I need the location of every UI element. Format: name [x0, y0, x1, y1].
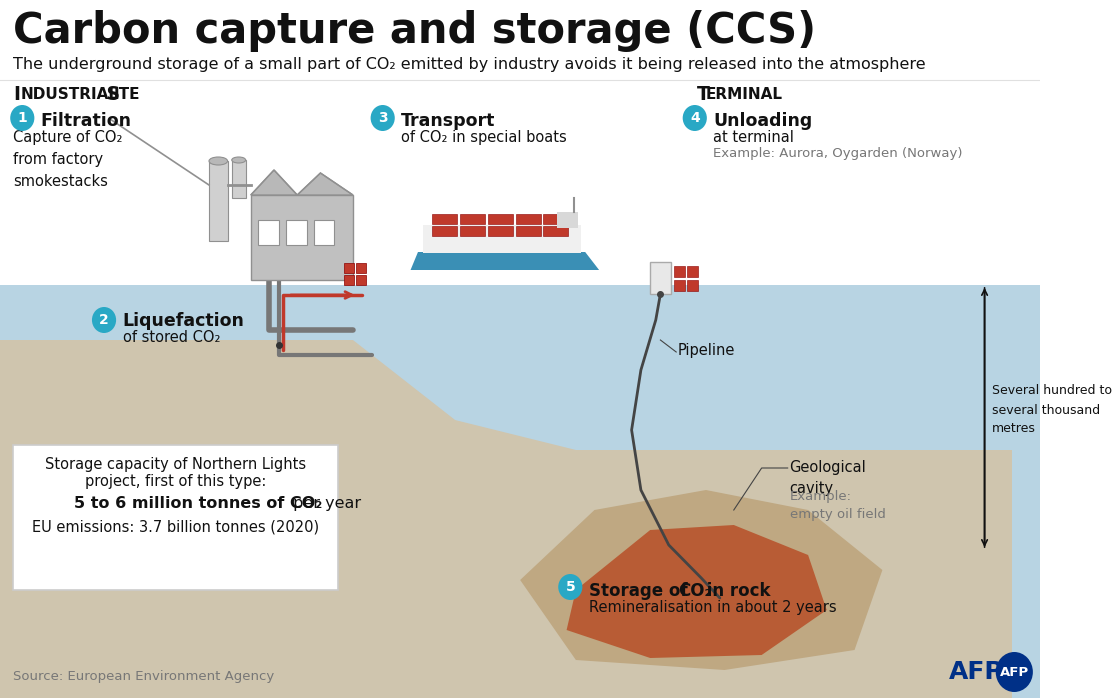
Text: Example:
empty oil field: Example: empty oil field: [790, 490, 886, 521]
FancyBboxPatch shape: [688, 280, 699, 291]
Text: Filtration: Filtration: [40, 112, 132, 130]
Text: S: S: [101, 85, 120, 104]
FancyBboxPatch shape: [13, 445, 338, 590]
Polygon shape: [0, 285, 1040, 698]
Text: AFP: AFP: [1000, 665, 1029, 678]
Text: Example: Aurora, Oygarden (Norway): Example: Aurora, Oygarden (Norway): [713, 147, 963, 160]
Text: ERMINAL: ERMINAL: [706, 87, 783, 102]
Circle shape: [996, 652, 1033, 692]
Ellipse shape: [232, 157, 245, 163]
Text: Source: European Environment Agency: Source: European Environment Agency: [13, 670, 274, 683]
FancyBboxPatch shape: [314, 220, 335, 245]
Text: AFP: AFP: [950, 660, 1004, 684]
FancyBboxPatch shape: [209, 161, 227, 241]
FancyBboxPatch shape: [543, 214, 569, 224]
FancyBboxPatch shape: [432, 226, 457, 236]
Polygon shape: [411, 252, 599, 270]
Text: at terminal: at terminal: [713, 130, 794, 145]
FancyBboxPatch shape: [232, 160, 246, 198]
FancyBboxPatch shape: [515, 214, 541, 224]
Text: Unloading: Unloading: [713, 112, 813, 130]
Text: 2: 2: [100, 313, 109, 327]
Text: T: T: [697, 85, 709, 104]
Polygon shape: [251, 170, 297, 195]
Polygon shape: [455, 420, 1012, 698]
FancyBboxPatch shape: [688, 266, 699, 277]
FancyBboxPatch shape: [286, 220, 307, 245]
Text: Storage capacity of Northern Lights: Storage capacity of Northern Lights: [45, 457, 306, 472]
FancyBboxPatch shape: [487, 214, 513, 224]
FancyBboxPatch shape: [460, 214, 485, 224]
Polygon shape: [297, 173, 353, 195]
Circle shape: [558, 574, 582, 600]
FancyBboxPatch shape: [432, 214, 457, 224]
Circle shape: [683, 105, 707, 131]
FancyBboxPatch shape: [356, 263, 366, 273]
FancyBboxPatch shape: [674, 280, 685, 291]
Text: 5 to 6 million tonnes of CO₂: 5 to 6 million tonnes of CO₂: [74, 496, 323, 511]
FancyBboxPatch shape: [344, 275, 354, 285]
Text: 1: 1: [18, 111, 27, 125]
Ellipse shape: [209, 157, 227, 165]
Text: Carbon capture and storage (CCS): Carbon capture and storage (CCS): [13, 10, 816, 52]
Text: I: I: [13, 85, 20, 104]
Polygon shape: [520, 490, 883, 670]
FancyBboxPatch shape: [422, 225, 580, 253]
FancyBboxPatch shape: [487, 226, 513, 236]
FancyBboxPatch shape: [251, 195, 353, 280]
FancyBboxPatch shape: [356, 275, 366, 285]
Text: ITE: ITE: [113, 87, 140, 102]
Text: EU emissions: 3.7 billion tonnes (2020): EU emissions: 3.7 billion tonnes (2020): [32, 519, 319, 534]
Circle shape: [371, 105, 394, 131]
FancyBboxPatch shape: [259, 220, 279, 245]
Text: 3: 3: [377, 111, 388, 125]
Text: Geological
cavity: Geological cavity: [790, 460, 866, 496]
Text: Storage of: Storage of: [589, 582, 693, 600]
Text: NDUSTRIAL: NDUSTRIAL: [20, 87, 119, 102]
Polygon shape: [567, 525, 827, 658]
Text: Transport: Transport: [401, 112, 496, 130]
Circle shape: [92, 307, 116, 333]
Text: Remineralisation in about 2 years: Remineralisation in about 2 years: [589, 600, 837, 615]
Polygon shape: [0, 340, 455, 698]
Text: Capture of CO₂
from factory
smokestacks: Capture of CO₂ from factory smokestacks: [13, 130, 122, 189]
FancyBboxPatch shape: [651, 262, 671, 294]
Text: The underground storage of a small part of CO₂ emitted by industry avoids it bei: The underground storage of a small part …: [13, 57, 925, 72]
Text: of stored CO₂: of stored CO₂: [122, 330, 221, 345]
Text: of CO₂ in special boats: of CO₂ in special boats: [401, 130, 567, 145]
FancyBboxPatch shape: [515, 226, 541, 236]
Text: 4: 4: [690, 111, 700, 125]
Text: project, first of this type:: project, first of this type:: [85, 474, 267, 489]
Text: in rock: in rock: [701, 582, 771, 600]
FancyBboxPatch shape: [460, 226, 485, 236]
Circle shape: [10, 105, 35, 131]
Text: per year: per year: [288, 496, 361, 511]
Text: CO₂: CO₂: [678, 582, 712, 600]
FancyBboxPatch shape: [543, 226, 569, 236]
FancyBboxPatch shape: [344, 263, 354, 273]
Text: Several hundred to
several thousand
metres: Several hundred to several thousand metr…: [992, 385, 1112, 436]
FancyBboxPatch shape: [674, 266, 685, 277]
Text: Pipeline: Pipeline: [678, 343, 736, 357]
Text: 5: 5: [566, 580, 576, 594]
FancyBboxPatch shape: [558, 212, 578, 228]
Text: Liquefaction: Liquefaction: [122, 312, 244, 330]
